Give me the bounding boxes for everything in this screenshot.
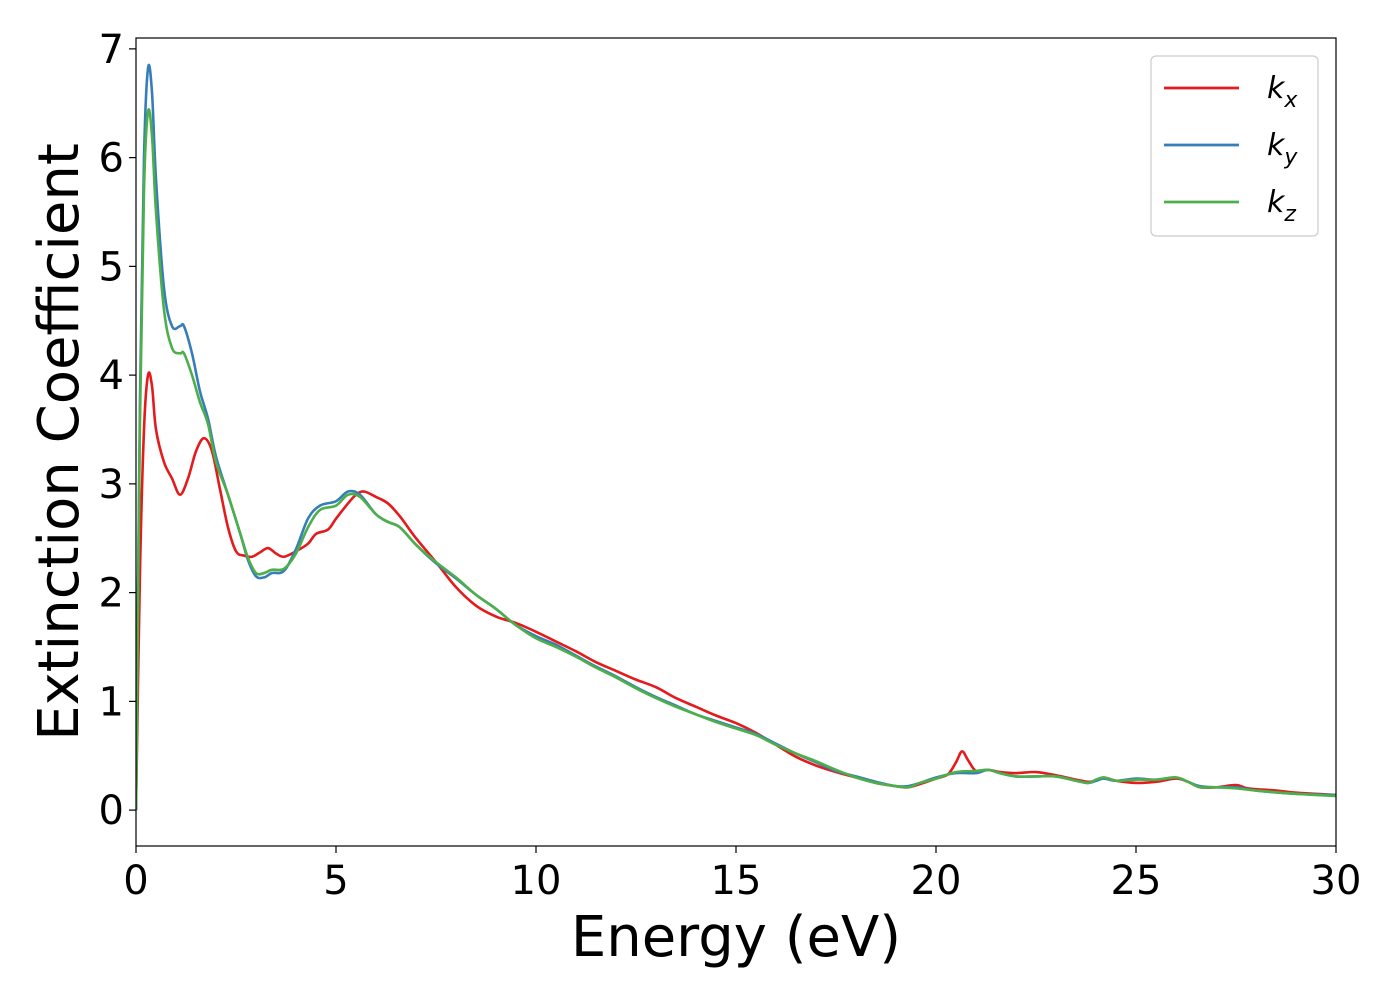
x-tick-label: 20 — [911, 858, 962, 904]
y-axis-title: Extinction Coefficient — [27, 143, 92, 741]
y-axis-ticks: 0 1 2 3 4 5 6 7 — [99, 27, 136, 834]
x-axis-title: Energy (eV) — [571, 905, 901, 970]
x-tick-label: 5 — [323, 858, 348, 904]
series-line-kx — [136, 371, 1336, 811]
y-tick-label: 5 — [99, 244, 124, 290]
y-tick-label: 2 — [99, 571, 124, 617]
x-tick-label: 10 — [511, 858, 562, 904]
series-layer — [136, 63, 1336, 811]
x-tick-label: 30 — [1311, 858, 1362, 904]
y-tick-label: 0 — [99, 788, 124, 834]
x-axis-ticks: 0 5 10 15 20 25 30 — [123, 846, 1361, 904]
y-tick-label: 6 — [99, 136, 124, 182]
y-tick-label: 7 — [99, 27, 124, 73]
y-tick-label: 3 — [99, 462, 124, 508]
x-tick-label: 25 — [1111, 858, 1162, 904]
y-tick-label: 1 — [99, 679, 124, 725]
y-tick-label: 4 — [99, 353, 124, 399]
series-line-kz — [136, 108, 1336, 811]
x-tick-label: 15 — [711, 858, 762, 904]
x-tick-label: 0 — [123, 858, 148, 904]
